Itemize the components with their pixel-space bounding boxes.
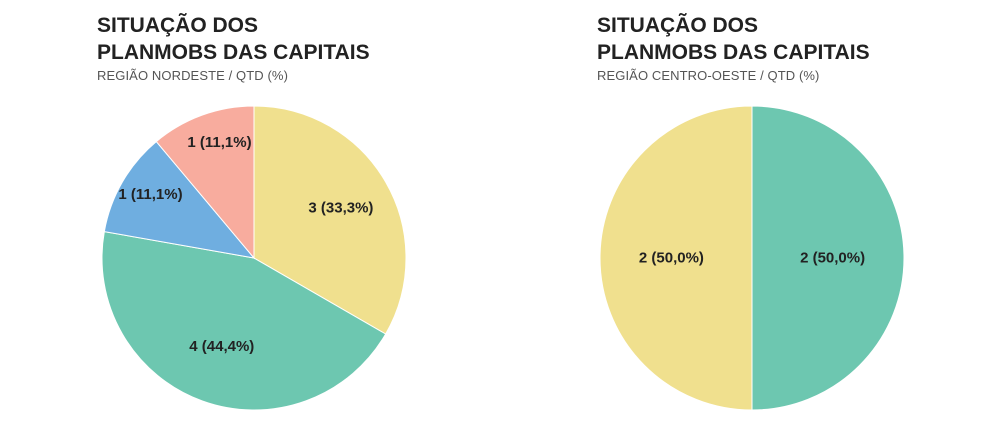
chart-subtitle: REGIÃO CENTRO-OESTE / QTD (%) [597,68,820,83]
chart-title-line-2: PLANMOBS DAS CAPITAIS [597,41,870,64]
slice-data-label: 2 (50,0%) [800,250,865,267]
chart-title-line-2: PLANMOBS DAS CAPITAIS [97,41,370,64]
slice-data-label: 1 (11,1%) [118,186,182,203]
pie-slice [103,140,256,259]
pie-slice [155,105,255,260]
pie-slice [253,105,407,335]
slice-data-label: 1 (11,1%) [187,134,251,151]
pie-chart-centro-oeste: SITUAÇÃO DOS PLANMOBS DAS CAPITAIS REGIÃ… [597,0,989,422]
chart-subtitle: REGIÃO NORDESTE / QTD (%) [97,68,289,83]
pie-plot: 3 (33,3%) 4 (44,4%) 1 (11,1%) 1 (11,1%) [101,105,407,411]
chart-title-line-1: SITUAÇÃO DOS [97,14,259,37]
chart-title-line-1: SITUAÇÃO DOS [597,14,759,37]
slice-data-label: 2 (50,0%) [639,250,704,267]
chart-title: SITUAÇÃO DOS PLANMOBS DAS CAPITAIS [97,12,370,66]
chart-title: SITUAÇÃO DOS PLANMOBS DAS CAPITAIS [597,12,870,66]
pie-slice [751,105,905,411]
slice-data-label: 3 (33,3%) [308,199,373,216]
pie-slice [599,105,753,411]
slice-data-label: 4 (44,4%) [189,338,254,355]
pie-slice [101,231,387,411]
pie-plot: 2 (50,0%) 2 (50,0%) [599,105,905,411]
pie-chart-nordeste: SITUAÇÃO DOS PLANMOBS DAS CAPITAIS REGIÃ… [97,0,517,422]
